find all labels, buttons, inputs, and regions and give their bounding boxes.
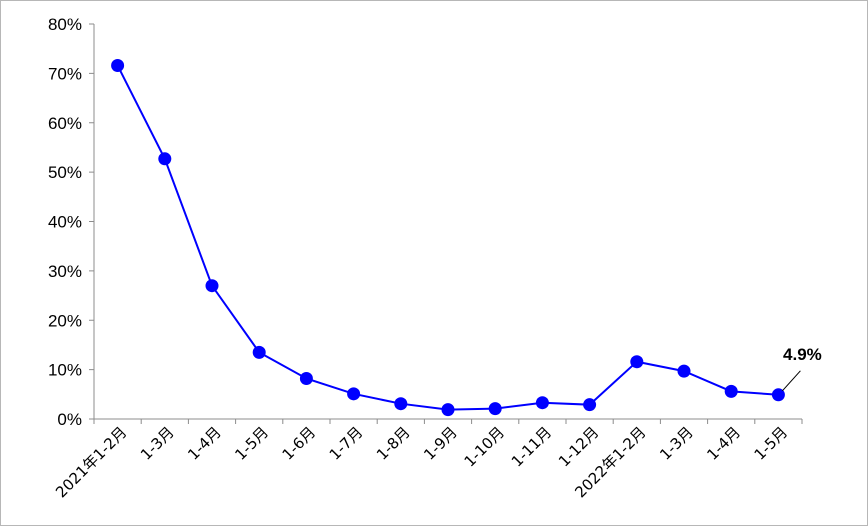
y-axis: 0% 10% 20% 30% 40% 50% 60% 70% 80% (48, 15, 95, 429)
annotations: 4.9% (782, 345, 822, 392)
data-point (535, 396, 549, 410)
x-axis: 2021年1-2月 1-3月 1-4月 1-5月 1-6月 1-7月 1-8月 1-9月 1-1… (52, 418, 803, 501)
y-tick-label: 0% (57, 410, 82, 429)
x-tick-label: 1-4月 (703, 423, 744, 464)
data-point (158, 152, 172, 166)
data-point (252, 345, 266, 359)
y-tick-label: 60% (48, 114, 82, 133)
annotation-leader-line (782, 370, 801, 392)
x-tick-label: 1-5月 (751, 423, 792, 464)
series-line (111, 58, 785, 417)
x-tick-label: 2021年1-2月 (52, 423, 130, 501)
y-tick-label: 20% (48, 311, 82, 330)
y-tick-label: 80% (48, 15, 82, 34)
x-tick-label: 1-4月 (184, 423, 225, 464)
y-tick-label: 30% (48, 262, 82, 281)
series-line-path (116, 65, 779, 411)
x-tick-label: 1-7月 (326, 423, 367, 464)
data-point (488, 402, 502, 416)
y-tick-label: 70% (48, 64, 82, 83)
data-point (205, 279, 219, 293)
data-point (677, 364, 691, 378)
y-tick-label: 40% (48, 213, 82, 232)
x-tick-label: 1-11月 (508, 423, 555, 470)
x-tick-label: 1-6月 (279, 423, 320, 464)
x-tick-label: 1-10月 (461, 423, 508, 470)
x-tick-label: 1-8月 (373, 423, 414, 464)
data-point (347, 387, 361, 401)
y-tick-label: 10% (48, 361, 82, 380)
data-label: 4.9% (783, 345, 822, 364)
data-point (394, 397, 408, 411)
data-point (724, 384, 738, 398)
data-point (771, 388, 785, 402)
data-point (583, 398, 597, 412)
x-tick-label: 1-5月 (231, 423, 272, 464)
data-point (441, 403, 455, 417)
x-tick-label: 1-3月 (656, 423, 697, 464)
x-tick-label: 1-3月 (137, 423, 178, 464)
x-tick-label: 1-9月 (420, 423, 461, 464)
data-point (630, 355, 644, 369)
data-point (111, 58, 125, 72)
data-point (299, 372, 313, 386)
y-tick-label: 50% (48, 163, 82, 182)
